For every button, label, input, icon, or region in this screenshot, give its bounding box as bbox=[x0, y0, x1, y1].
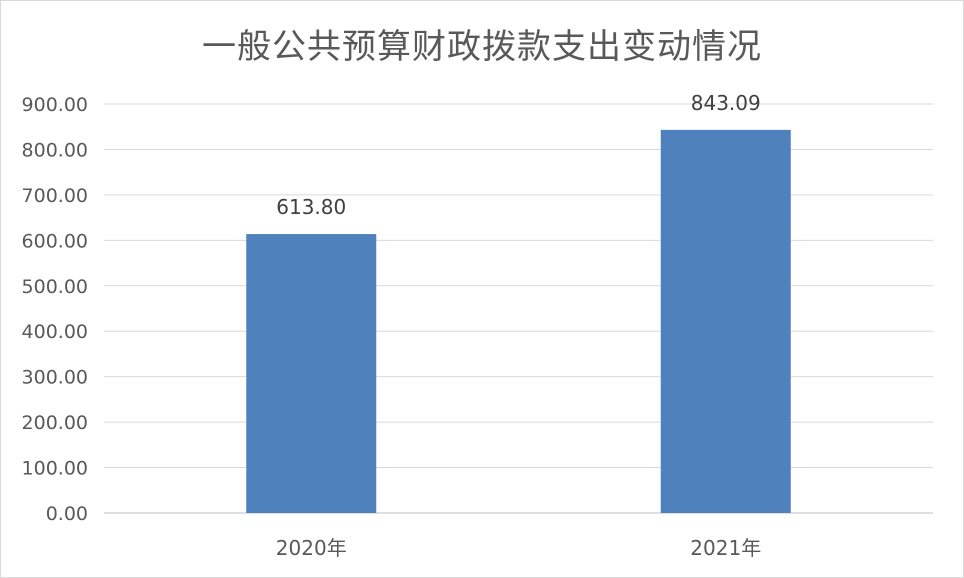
bar-2 bbox=[660, 129, 791, 513]
y-tick-label: 200.00 bbox=[22, 412, 88, 434]
y-tick-label: 600.00 bbox=[22, 230, 88, 252]
chart-title: 一般公共预算财政拨款支出变动情况 bbox=[202, 27, 762, 67]
x-category-label: 2020年 bbox=[276, 536, 347, 560]
y-tick-label: 500.00 bbox=[22, 276, 88, 298]
y-tick-label: 0.00 bbox=[46, 503, 88, 525]
y-tick-label: 800.00 bbox=[22, 139, 88, 161]
y-tick-label: 900.00 bbox=[22, 94, 88, 116]
x-category-label: 2021年 bbox=[690, 536, 761, 560]
data-label: 613.80 bbox=[276, 195, 346, 219]
y-tick-label: 300.00 bbox=[22, 367, 88, 389]
y-tick-label: 100.00 bbox=[22, 458, 88, 480]
y-tick-label: 400.00 bbox=[22, 321, 88, 343]
bar-1 bbox=[246, 234, 377, 513]
data-label: 843.09 bbox=[691, 91, 761, 115]
y-tick-label: 700.00 bbox=[22, 185, 88, 207]
